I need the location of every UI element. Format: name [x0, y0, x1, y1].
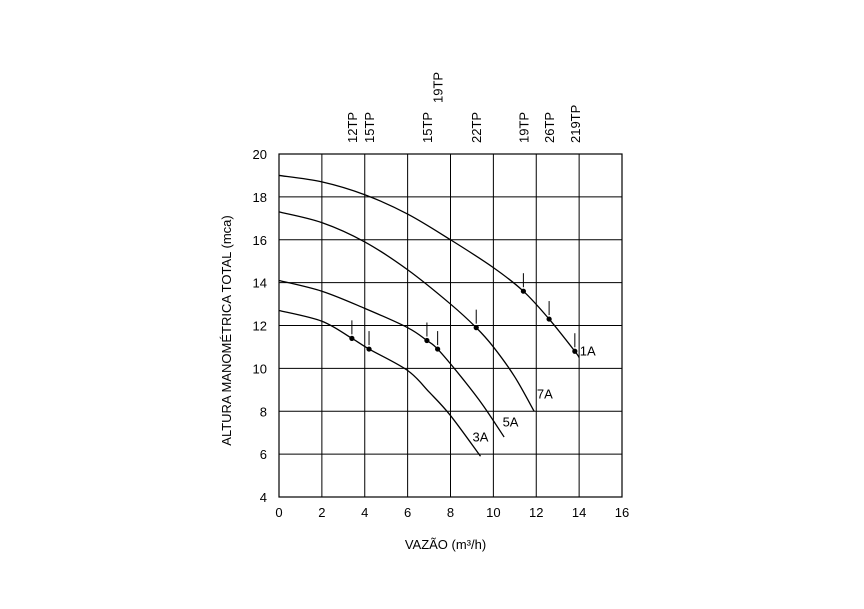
series-line-1a: [278, 174, 580, 359]
series-marker-point: [424, 337, 430, 344]
y-tick-label: 14: [253, 276, 267, 291]
curve-name-label: 1A: [580, 344, 596, 359]
series-line-7a: [278, 211, 535, 412]
curve-name-label: 3A: [473, 429, 489, 444]
x-tick-label: 12: [529, 505, 543, 520]
series-line-5a: [278, 279, 505, 438]
series-marker-point: [349, 335, 355, 341]
plot-frame: [278, 153, 623, 498]
x-tick-label: 6: [404, 505, 411, 520]
x-tick-label: 14: [572, 505, 586, 520]
y-tick-label: 4: [260, 490, 267, 505]
x-tick-label: 2: [318, 505, 325, 520]
series-marker-point: [435, 346, 441, 352]
curve-name-label: 7A: [537, 386, 553, 401]
top-model-label: 26TP: [542, 112, 557, 143]
x-tick-label: 16: [615, 505, 629, 520]
y-tick-label: 18: [253, 190, 267, 205]
y-tick-label: 6: [260, 447, 267, 462]
top-model-label: 15TP: [420, 112, 435, 143]
series-marker-point: [546, 316, 552, 322]
y-tick-label: 8: [260, 404, 267, 419]
y-tick-label: 16: [253, 233, 267, 248]
top-model-label: 219TP: [568, 105, 583, 143]
top-model-label: 12TP: [345, 112, 360, 143]
x-tick-label: 4: [361, 505, 368, 520]
x-tick-label: 0: [275, 505, 282, 520]
y-tick-label: 20: [253, 147, 267, 162]
series-marker-point: [366, 346, 372, 352]
x-tick-label: 8: [447, 505, 454, 520]
series-line-3a: [278, 309, 482, 457]
series-marker-point: [520, 288, 526, 294]
top-model-label: 19TP: [431, 72, 446, 103]
top-model-label: 15TP: [362, 112, 377, 143]
y-axis-label: ALTURA MANOMÉTRICA TOTAL (mca): [219, 215, 234, 445]
series-marker-point: [473, 325, 479, 331]
y-tick-label: 10: [253, 361, 267, 376]
x-axis-label: VAZÃO (m³/h): [405, 537, 486, 552]
x-tick-label: 10: [486, 505, 500, 520]
series-marker-point: [572, 348, 578, 354]
top-model-label: 19TP: [516, 112, 531, 143]
y-tick-label: 12: [253, 319, 267, 334]
curve-name-label: 5A: [503, 414, 519, 429]
top-model-label: 22TP: [469, 112, 484, 143]
